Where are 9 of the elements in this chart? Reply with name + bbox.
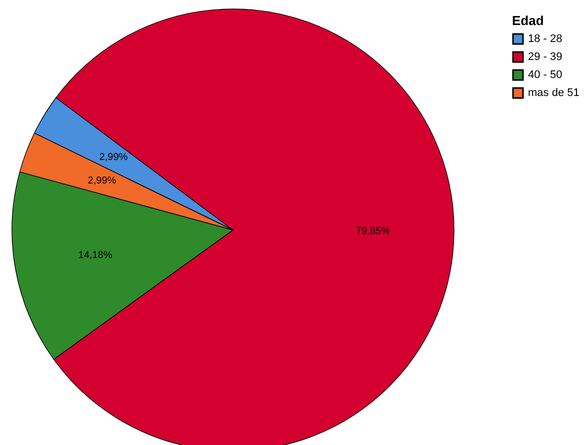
legend-title: Edad bbox=[512, 13, 544, 28]
legend-label: 40 - 50 bbox=[528, 69, 562, 81]
data-label: 2,99% bbox=[99, 152, 128, 164]
data-label: 79,85% bbox=[356, 226, 390, 238]
legend-label: mas de 51 bbox=[528, 87, 580, 99]
data-label: 2,99% bbox=[88, 176, 116, 187]
data-label: 14,18% bbox=[78, 250, 112, 261]
legend-label: 29 - 39 bbox=[528, 51, 562, 63]
legend-label: 18 - 28 bbox=[528, 33, 562, 45]
